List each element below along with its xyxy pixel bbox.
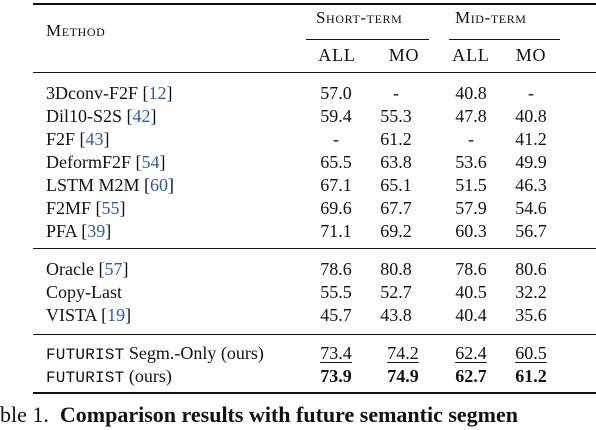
table-cell: 47.8 [455,106,487,126]
method-name: FUTURIST (ours) [46,366,172,387]
table-cell: 55.3 [380,106,412,126]
table-cell: 52.7 [380,282,412,302]
method-name: LSTM M2M [60] [46,175,175,195]
table-cell: 40.4 [455,305,487,325]
table-cell: - [333,129,339,149]
top-rule [33,3,596,5]
method-name: FUTURIST Segm.-Only (ours) [46,343,264,364]
header-rule [33,72,596,73]
group2-rule [33,334,596,335]
table-cell: 62.4 [455,343,487,363]
table-cell: 40.8 [515,106,547,126]
method-name: VISTA [19] [46,305,132,325]
table-cell: 40.5 [455,282,487,302]
table-cell: - [393,83,399,103]
col-header-short-all: ALL [318,45,356,65]
method-name: F2MF [55] [46,198,126,218]
short-term-underline [306,39,429,40]
method-name: DeformF2F [54] [46,152,166,172]
table-cell: 59.4 [320,106,352,126]
table-cell: 57.9 [455,198,487,218]
table-cell: 35.6 [515,305,547,325]
table-cell: 43.8 [380,305,412,325]
table-cell: 73.9 [320,366,352,386]
table-cell: 69.6 [320,198,352,218]
table-cell: 53.6 [455,152,487,172]
table-cell: 65.1 [380,175,412,195]
table-cell: 78.6 [320,259,352,279]
table-cell: 54.6 [515,198,547,218]
table-cell: 51.5 [455,175,487,195]
table-cell: 80.8 [380,259,412,279]
table-cell: 56.7 [515,221,547,241]
col-header-mid-all: ALL [452,45,490,65]
short-term-header: Short-term [316,8,403,27]
method-name: Oracle [57] [46,259,129,279]
table-cell: 78.6 [455,259,487,279]
method-name: F2F [43] [46,129,110,149]
table-caption: ble 1. Comparison results with future se… [0,402,518,428]
table-cell: 74.9 [387,366,419,386]
table-cell: 60.5 [515,343,547,363]
table-cell: 41.2 [515,129,547,149]
method-name: Dil10-S2S [42] [46,106,157,126]
table-cell: 46.3 [515,175,547,195]
method-name: 3Dconv-F2F [12] [46,83,173,103]
table-cell: 62.7 [455,366,487,386]
mid-term-header: Mid-term [455,8,527,27]
table-cell: 69.2 [380,221,412,241]
method-name: Copy-Last [46,282,122,302]
table-cell: 71.1 [320,221,352,241]
table-cell: 67.1 [320,175,352,195]
table-cell: - [528,83,534,103]
table-cell: 49.9 [515,152,547,172]
col-header-short-mo: MO [388,45,420,65]
method-header: Method [46,21,106,40]
table-cell: 63.8 [380,152,412,172]
table-cell: 67.7 [380,198,412,218]
group1-rule [33,248,596,249]
table-cell: 32.2 [515,282,547,302]
table-cell: 45.7 [320,305,352,325]
table-cell: 60.3 [455,221,487,241]
table-cell: 55.5 [320,282,352,302]
table-cell: 74.2 [387,343,419,363]
table-cell: - [468,129,474,149]
table-cell: 80.6 [515,259,547,279]
table-cell: 61.2 [515,366,547,386]
table-cell: 61.2 [380,129,412,149]
col-header-mid-mo: MO [515,45,547,65]
method-name: PFA [39] [46,221,112,241]
caption-prefix: ble 1. [0,402,49,427]
table-cell: 57.0 [320,83,352,103]
table-cell: 73.4 [320,343,352,363]
table-cell: 65.5 [320,152,352,172]
caption-title: Comparison results with future semantic … [59,402,519,427]
mid-term-underline [449,39,560,40]
table-cell: 40.8 [455,83,487,103]
bottom-rule [33,392,596,394]
